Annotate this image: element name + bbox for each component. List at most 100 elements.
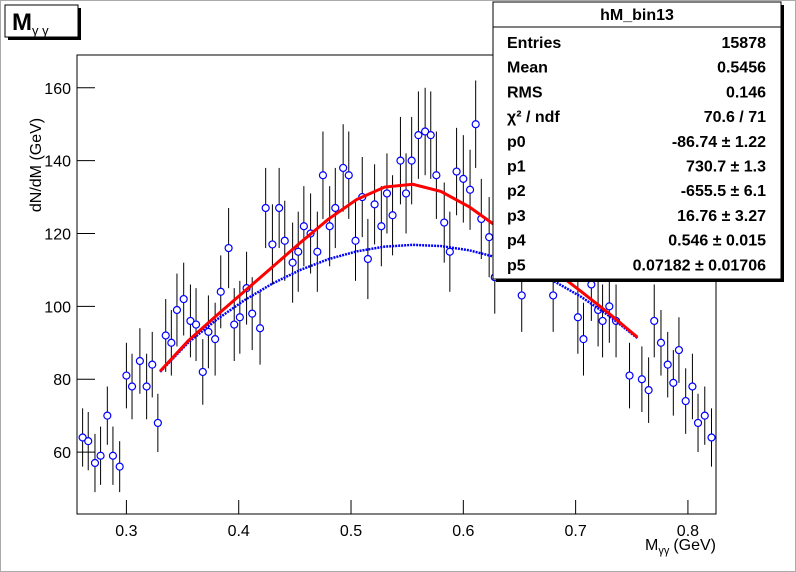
stats-name: p1 — [507, 159, 526, 176]
data-point — [396, 156, 405, 165]
data-point — [339, 163, 348, 173]
stats-value: 16.76 ± 3.27 — [677, 208, 766, 225]
data-point — [148, 360, 157, 369]
stats-value: 0.07182 ± 0.01706 — [633, 257, 766, 274]
data-point — [294, 247, 303, 256]
data-point — [650, 316, 659, 326]
data-point — [235, 313, 244, 322]
data-point — [161, 331, 170, 340]
data-point — [172, 305, 182, 315]
data-point — [261, 203, 270, 213]
data-point — [142, 382, 151, 391]
x-tick-label: 0.4 — [228, 523, 250, 540]
title: Mγ γ — [12, 9, 49, 38]
data-point — [426, 131, 435, 140]
data-point — [191, 320, 201, 329]
data-point — [135, 356, 144, 366]
title-main: M — [12, 9, 32, 36]
data-point — [363, 254, 372, 264]
stats-name: p3 — [507, 208, 526, 225]
x-label-sub: γγ — [658, 545, 670, 557]
data-point — [440, 218, 449, 227]
x-tick-label: 0.3 — [115, 523, 137, 540]
stats-value: -655.5 ± 6.1 — [681, 183, 766, 200]
data-point — [587, 280, 596, 289]
data-point — [459, 174, 468, 183]
stats-name: RMS — [507, 84, 543, 101]
data-point — [549, 291, 558, 300]
stats-name: Mean — [507, 60, 548, 77]
data-point — [331, 203, 340, 213]
data-point — [605, 302, 614, 311]
data-point — [344, 171, 353, 180]
data-point — [318, 171, 328, 180]
data-point — [625, 371, 634, 380]
stats-value: 730.7 ± 1.3 — [686, 159, 766, 176]
data-point — [598, 316, 607, 326]
data-point — [179, 294, 188, 304]
title-box — [4, 4, 79, 38]
x-tick-label: 0.8 — [677, 523, 699, 540]
data-point — [452, 167, 461, 176]
data-point — [230, 320, 239, 329]
x-tick-label: 0.7 — [564, 523, 586, 540]
x-label-unit: (GeV) — [673, 537, 716, 554]
data-point — [96, 451, 105, 460]
data-point — [248, 309, 257, 318]
data-point — [644, 386, 653, 395]
data-point — [573, 313, 582, 322]
data-point — [224, 243, 233, 253]
title-sub: γ γ — [32, 23, 49, 38]
data-point — [432, 171, 441, 180]
x-tick-label: 0.6 — [452, 523, 474, 540]
x-tick-label: 0.5 — [340, 523, 362, 540]
data-point — [78, 433, 87, 442]
data-point — [313, 247, 322, 256]
data-point — [127, 382, 137, 391]
data-point — [693, 418, 703, 428]
data-point — [103, 411, 112, 420]
stats-title: hM_bin13 — [600, 7, 674, 24]
stats-value: 70.6 / 71 — [704, 109, 766, 126]
data-point — [674, 345, 684, 355]
stats-name: p5 — [507, 257, 526, 274]
stats-value: 0.5456 — [717, 60, 766, 77]
data-point — [198, 367, 207, 377]
plot-frame — [76, 54, 717, 515]
data-point — [288, 258, 297, 267]
y-tick-label: 100 — [44, 299, 71, 316]
data-point — [401, 189, 411, 198]
data-point — [90, 458, 100, 468]
data-point — [216, 287, 225, 296]
data-point — [579, 335, 588, 344]
data-point — [707, 433, 716, 442]
stats-name: Entries — [507, 35, 561, 52]
data-point — [167, 338, 176, 347]
stats-name: χ² / ndf — [507, 109, 560, 126]
y-tick-label: 60 — [53, 445, 71, 462]
data-point — [656, 338, 666, 347]
data-point — [414, 131, 423, 140]
data-point — [681, 396, 690, 406]
data-point — [115, 462, 124, 471]
y-tick-label: 80 — [53, 372, 71, 389]
stats-value: -86.74 ± 1.22 — [672, 134, 766, 151]
stats-value: 15878 — [722, 35, 767, 52]
stats-name: p2 — [507, 183, 526, 200]
stats-frame — [492, 1, 782, 280]
data-point — [204, 327, 213, 336]
data-point — [325, 222, 334, 231]
data-point — [275, 203, 284, 213]
y-tick-label: 120 — [44, 227, 71, 244]
data-point — [370, 200, 379, 209]
data-point — [186, 316, 195, 326]
stats-name: p0 — [507, 134, 526, 151]
data-point — [471, 120, 480, 129]
data-point — [445, 247, 454, 256]
data-point — [637, 375, 646, 384]
data-point — [377, 222, 386, 231]
data-point — [388, 211, 397, 220]
plot-area: 0.3 0.4 0.5 0.6 0.7 0.8 60 80 100 120 140 160 — [44, 80, 716, 540]
